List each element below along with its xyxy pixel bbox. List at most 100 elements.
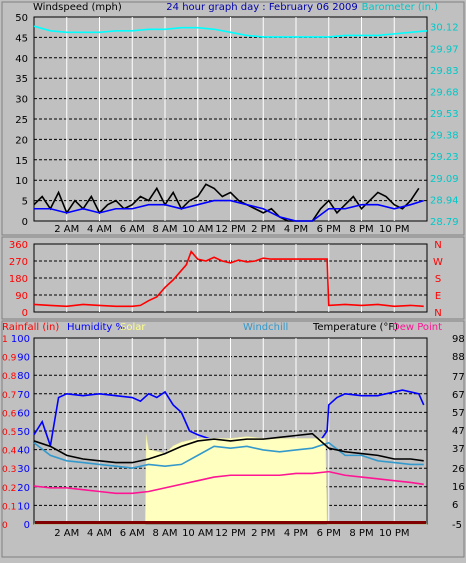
windspeed-tick-label: 15 [15,156,28,167]
temperature-tick-label: 6 [452,500,458,511]
windspeed-tick-label: 5 [22,197,28,208]
chart-labels: Windspeed (mph) 24 hour graph day : Febr… [2,2,442,333]
humidity-tick-label: 30 [17,464,30,475]
x-tick-label: 4 AM [87,528,112,539]
barometer-tick-label: 29.38 [430,131,459,142]
x-tick-label: 8 AM [152,224,177,235]
x-tick-label: 2 AM [54,528,79,539]
temperature-tick-label: 67 [452,390,465,401]
x-tick-label: 12 PM [215,224,246,235]
chart-data-layer: 0510152025303540455028.7928.9429.0929.23… [2,13,465,539]
humidity-tick-label: 40 [17,446,30,457]
rainfall-tick-label: 0 [2,521,8,531]
x-tick-label: 10 AM [182,224,213,235]
x-tick-label: 6 PM [317,528,341,539]
x-tick-label: 2 AM [54,224,79,235]
barometer-tick-label: 29.23 [430,152,459,163]
dew-point-axis-title: Dew Point [392,322,442,333]
x-tick-label: 8 PM [349,224,373,235]
direction-tick-label: 0 [22,308,28,319]
barometer-tick-label: 29.53 [430,109,459,120]
temperature-tick-label: 98 [452,334,465,345]
solar-axis-title: Solar [120,322,146,333]
series-2-3 [33,432,424,464]
temperature-tick-label: 26 [452,464,465,475]
series-0-1 [34,199,424,222]
rainfall-axis-title: Rainfall (in) [2,322,59,333]
humidity-tick-label: 0 [24,520,30,531]
humidity-tick-label: 10 [17,501,30,512]
x-tick-label: 6 AM [120,224,145,235]
rainfall-tick-label: 0.4 [2,447,17,457]
windspeed-axis-title: Windspeed (mph) [33,2,122,13]
direction-tick-label: 180 [9,274,28,285]
rainfall-tick-label: 0.3 [2,465,16,475]
barometer-tick-label: 29.09 [430,174,459,185]
series-2-1 [34,434,427,525]
rainfall-tick-label: 0.6 [2,409,17,419]
humidity-tick-label: 100 [11,334,30,345]
series-0-2 [33,25,428,38]
chart-title: 24 hour graph day : February 06 2009 [166,2,357,13]
windspeed-tick-label: 10 [15,176,28,187]
barometer-tick-label: 29.83 [430,66,459,77]
rainfall-tick-label: 0.7 [2,391,16,401]
x-tick-label: 8 AM [152,528,177,539]
x-tick-label: 10 AM [182,528,213,539]
windspeed-tick-label: 40 [15,54,28,65]
humidity-tick-label: 70 [17,390,30,401]
direction-tick-label: 90 [15,291,28,302]
barometer-tick-label: 30.12 [430,23,459,34]
x-tick-label: 4 AM [87,224,112,235]
humidity-tick-label: 90 [17,353,30,364]
windspeed-tick-label: 30 [15,95,28,106]
rainfall-tick-label: 0.1 [2,502,16,512]
direction-tick-label: 270 [9,257,28,268]
series-2-2 [33,441,424,469]
x-tick-label: 4 PM [284,528,308,539]
rainfall-tick-label: 0.2 [2,484,16,494]
rainfall-baseline [35,521,426,524]
temperature-tick-label: 47 [452,426,465,437]
windspeed-tick-label: 50 [15,13,28,24]
compass-label: N [434,308,441,319]
barometer-tick-label: 28.79 [430,217,459,228]
barometer-axis-title: Barometer (in.) [362,2,438,13]
x-tick-label: 2 PM [251,528,275,539]
x-tick-label: 12 PM [215,528,246,539]
series-0-0 [33,183,420,222]
humidity-tick-label: 60 [17,408,30,419]
temperature-tick-label: -5 [452,520,462,531]
rainfall-tick-label: 0.8 [2,372,17,382]
windspeed-tick-label: 45 [15,33,28,44]
temperature-tick-label: 77 [452,372,465,383]
windspeed-tick-label: 20 [15,135,28,146]
rainfall-tick-label: 0.5 [2,428,16,438]
x-tick-label: 4 PM [284,224,308,235]
x-tick-label: 6 PM [317,224,341,235]
x-tick-label: 2 PM [251,224,275,235]
humidity-axis-title: Humidity % [67,322,125,333]
compass-label: N [434,240,441,251]
compass-label: S [435,274,441,285]
x-tick-label: 6 AM [120,528,145,539]
rainfall-tick-label: 0.9 [2,354,17,364]
humidity-tick-label: 50 [17,427,30,438]
humidity-tick-label: 80 [17,371,30,382]
barometer-tick-label: 28.94 [430,195,459,206]
compass-label: E [435,291,441,302]
x-tick-label: 10 PM [379,224,410,235]
windspeed-tick-label: 0 [22,217,28,228]
windchill-axis-title: Windchill [243,322,288,333]
series-2-4 [33,470,424,495]
barometer-tick-label: 29.68 [430,87,459,98]
barometer-tick-label: 29.97 [430,44,459,55]
temperature-tick-label: 16 [452,482,465,493]
humidity-tick-label: 20 [17,483,30,494]
temperature-axis-title: Temperature (°F) [312,322,398,333]
compass-label: W [433,257,443,268]
series-1-0 [33,250,424,308]
temperature-tick-label: 88 [452,352,465,363]
